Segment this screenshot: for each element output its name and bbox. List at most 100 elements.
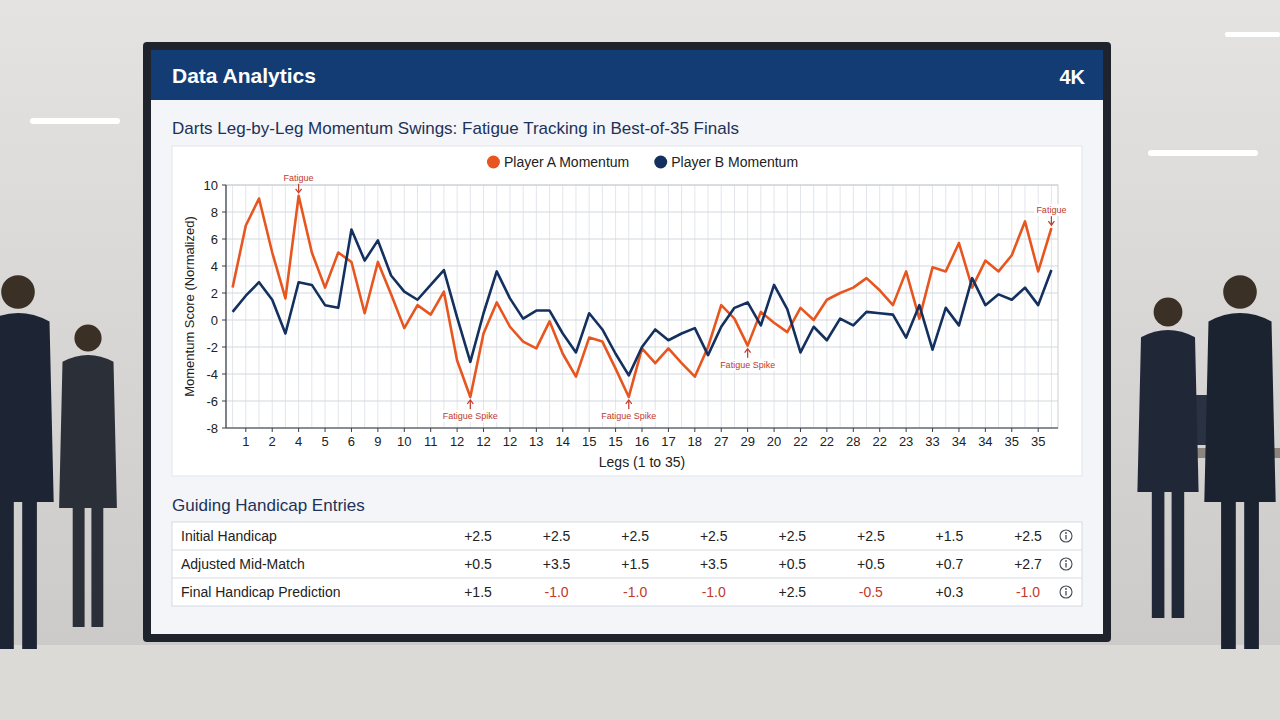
x-tick-label: 15 xyxy=(582,434,596,449)
x-grid-line xyxy=(311,185,312,428)
person-body xyxy=(0,313,54,502)
y-tick xyxy=(222,212,226,213)
x-grid-line xyxy=(668,185,669,428)
x-tick xyxy=(536,428,537,432)
person-leg xyxy=(1172,492,1185,618)
table-cell: +2.5 xyxy=(1014,528,1042,544)
y-tick xyxy=(222,374,226,375)
x-grid-line xyxy=(932,185,933,428)
y-tick-label: -4 xyxy=(206,367,218,382)
x-tick-label: 12 xyxy=(450,434,464,449)
x-grid-line xyxy=(232,185,233,428)
table-row-label: Adjusted Mid-Match xyxy=(181,556,305,572)
plot-frame xyxy=(226,185,1058,428)
table-cell: +0.5 xyxy=(778,556,806,572)
person-leg xyxy=(1244,502,1259,649)
x-grid-line xyxy=(615,185,616,428)
x-tick-label: 6 xyxy=(348,434,355,449)
info-icon[interactable] xyxy=(1060,558,1072,570)
table-cell: +0.7 xyxy=(936,556,964,572)
annotation-arrow xyxy=(298,184,299,192)
x-tick-label: 15 xyxy=(608,434,622,449)
person-leg xyxy=(73,508,85,627)
table-cell: +2.5 xyxy=(857,528,885,544)
x-grid-line xyxy=(457,185,458,428)
x-grid-line xyxy=(364,185,365,428)
table-row-line xyxy=(172,578,1082,579)
x-axis-title: Legs (1 to 35) xyxy=(599,454,685,470)
x-grid-line xyxy=(523,185,524,428)
x-tick-label: 18 xyxy=(688,434,702,449)
x-grid-line xyxy=(774,185,775,428)
x-grid-line xyxy=(377,185,378,428)
person-leg xyxy=(1221,502,1236,649)
x-tick-label: 20 xyxy=(767,434,781,449)
grid xyxy=(226,185,1058,428)
x-grid-line xyxy=(589,185,590,428)
person-leg xyxy=(91,508,103,627)
table-row-label: Initial Handicap xyxy=(181,528,277,544)
y-tick-label: -2 xyxy=(206,340,218,355)
x-tick xyxy=(826,428,827,432)
y-tick xyxy=(222,401,226,402)
y-tick-label: 2 xyxy=(211,286,218,301)
legend: Player A Momentum Player B Momentum xyxy=(487,154,798,170)
x-grid-line xyxy=(391,185,392,428)
x-grid-line xyxy=(760,185,761,428)
annotation-arrowhead xyxy=(745,349,751,353)
x-tick xyxy=(668,428,669,432)
table-cell: -1.0 xyxy=(545,584,569,600)
y-tick-label: 8 xyxy=(211,205,218,220)
x-grid-line xyxy=(681,185,682,428)
x-tick-label: 23 xyxy=(899,434,913,449)
person-body xyxy=(59,355,117,508)
y-axis-line xyxy=(225,185,226,428)
table-cell: +1.5 xyxy=(621,556,649,572)
x-tick-label: 22 xyxy=(820,434,834,449)
legend-label: Player A Momentum xyxy=(504,154,629,170)
x-grid-line xyxy=(430,185,431,428)
x-tick xyxy=(1038,428,1039,432)
x-tick xyxy=(642,428,643,432)
x-tick-label: 10 xyxy=(397,434,411,449)
x-grid-line xyxy=(443,185,444,428)
annotation-arrowhead xyxy=(1048,221,1054,225)
x-tick-label: 17 xyxy=(661,434,675,449)
chart-title: Darts Leg-by-Leg Momentum Swings: Fatigu… xyxy=(172,119,739,138)
stage: Data Analytics4KDarts Leg-by-Leg Momentu… xyxy=(0,0,1280,720)
x-grid-line xyxy=(272,185,273,428)
x-grid-line xyxy=(985,185,986,428)
info-icon[interactable] xyxy=(1060,586,1072,598)
table-cell: +1.5 xyxy=(464,584,492,600)
person-head xyxy=(1,275,35,309)
person-head xyxy=(1223,275,1257,309)
table-cell: +3.5 xyxy=(700,556,728,572)
x-tick-label: 34 xyxy=(978,434,992,449)
x-tick xyxy=(694,428,695,432)
x-tick xyxy=(351,428,352,432)
x-grid-line xyxy=(840,185,841,428)
table-title: Guiding Handicap Entries xyxy=(172,496,365,515)
legend-swatch xyxy=(487,156,500,169)
annotation-arrow xyxy=(1051,216,1052,224)
table-cell: +2.5 xyxy=(700,528,728,544)
info-icon[interactable] xyxy=(1060,530,1072,542)
y-tick-label: -6 xyxy=(206,394,218,409)
person-head xyxy=(74,324,101,351)
annotation-arrow xyxy=(470,401,471,409)
y-tick xyxy=(222,185,226,186)
ceiling-light xyxy=(30,118,120,124)
x-tick-label: 35 xyxy=(1005,434,1019,449)
x-tick-label: 34 xyxy=(952,434,966,449)
x-grid-line xyxy=(1038,185,1039,428)
y-grid-line xyxy=(226,374,1058,375)
table-cell: +1.5 xyxy=(936,528,964,544)
x-grid-line xyxy=(483,185,484,428)
x-tick-label: 14 xyxy=(556,434,570,449)
info-icon-dot xyxy=(1065,532,1067,534)
legend-label: Player B Momentum xyxy=(671,154,798,170)
x-tick-label: 27 xyxy=(714,434,728,449)
y-tick xyxy=(222,239,226,240)
x-grid-line xyxy=(549,185,550,428)
x-grid-line xyxy=(866,185,867,428)
